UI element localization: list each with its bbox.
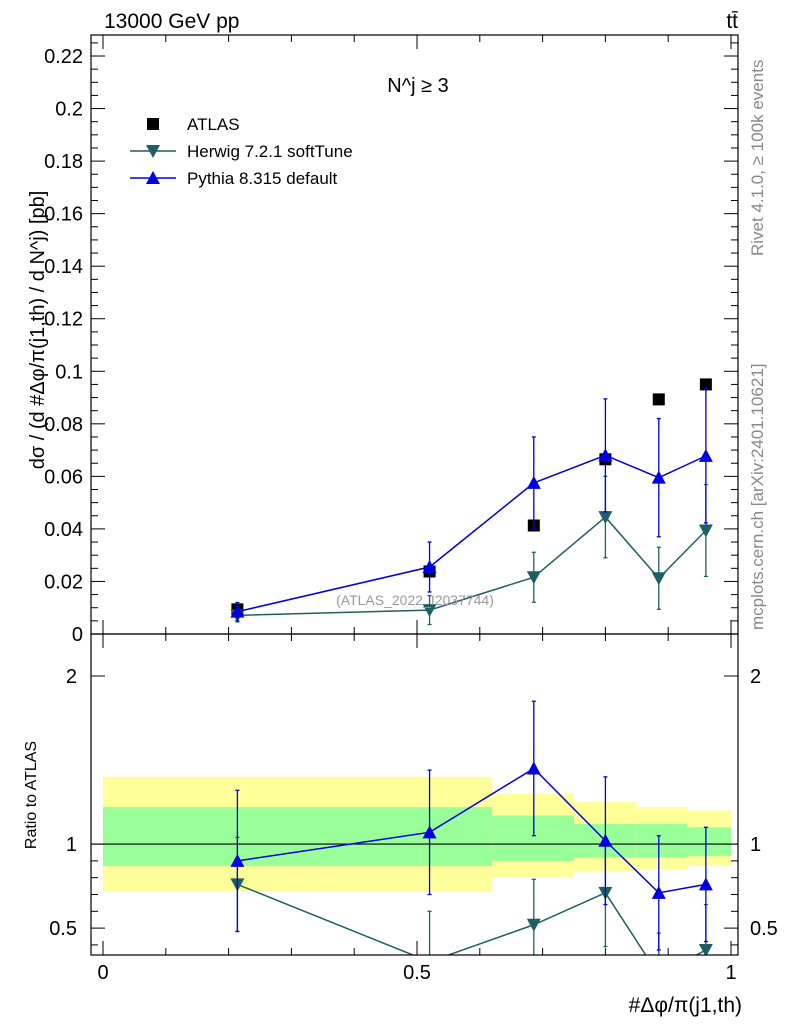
x-tick-label: 1 — [725, 962, 736, 984]
ratio-pythia-line — [237, 767, 707, 894]
ratio-herwig-point — [698, 943, 713, 955]
main-herwig-point — [651, 572, 666, 586]
beam-label: 13000 GeV pp — [104, 10, 239, 33]
ratio-ylabel: Ratio to ATLAS — [23, 741, 40, 849]
process-label: tt̄ — [726, 10, 738, 33]
ratio-ytick-label: 1 — [66, 834, 77, 856]
legend-label: Herwig 7.2.1 softTune — [187, 142, 353, 161]
main-ytick-label: 0.22 — [44, 46, 83, 68]
ratio-ytick-label-right: 2 — [750, 666, 761, 688]
ratio-ytick-label-right: 0.5 — [750, 918, 778, 940]
ratio-ytick-label: 0.5 — [49, 918, 77, 940]
main-pythia-point — [698, 448, 713, 462]
ratio-herwig-point — [526, 918, 541, 932]
main-pythia-point — [422, 560, 437, 574]
legend: ATLAS Herwig 7.2.1 softTune Pythia 8.315 d… — [130, 115, 353, 188]
main-herwig-point — [698, 524, 713, 538]
ratio-pythia-point — [526, 761, 541, 775]
main-plot-marks — [230, 378, 713, 626]
ratio-pythia-point — [698, 877, 713, 891]
main-pythia-point — [598, 448, 613, 462]
main-ytick-label: 0.08 — [44, 414, 83, 436]
ratio-pythia-point — [651, 885, 666, 899]
panel-title: N^j ≥ 3 — [387, 75, 448, 97]
legend-label: Pythia 8.315 default — [187, 169, 338, 188]
main-ytick-label: 0.2 — [55, 99, 83, 121]
main-ylabel: dσ / (d #Δφ/π(j1,th) / d N^j) [pb] — [27, 191, 49, 470]
ratio-plot-marks — [91, 700, 738, 982]
ratio-herwig-line — [237, 883, 707, 955]
main-atlas-point — [699, 378, 712, 391]
ratio-pythia-point — [230, 853, 245, 867]
main-pythia-point — [651, 470, 666, 484]
main-ytick-label: 0.14 — [44, 256, 83, 278]
main-ytick-label: 0.02 — [44, 571, 83, 593]
watermark: (ATLAS_2022_I2037744) — [336, 592, 494, 608]
ratio-frame — [90, 633, 739, 956]
x-axis-label: #Δφ/π(j1,th) — [629, 994, 742, 1017]
ratio-ytick-label-right: 1 — [750, 834, 761, 856]
main-pythia-line — [237, 454, 707, 613]
main-ytick-label: 0.16 — [44, 204, 83, 226]
x-tick-label: 0.5 — [403, 962, 431, 984]
ratio-pythia-point — [598, 833, 613, 847]
main-herwig-point — [526, 571, 541, 585]
legend-label: ATLAS — [187, 115, 240, 134]
main-atlas-point — [652, 393, 665, 406]
main-ytick-label: 0.1 — [55, 361, 83, 383]
main-herwig-point — [422, 604, 437, 618]
axis-ticks: 0 0.02 0.04 0.06 0.08 0.1 0.12 0.14 0.16 0.18 0.2 0… — [44, 35, 778, 984]
ratio-pythia-point — [422, 825, 437, 839]
x-tick-label: 0 — [97, 962, 108, 984]
ratio-ytick-label: 2 — [66, 666, 77, 688]
legend-marker — [146, 171, 160, 184]
rivet-label: Rivet 4.1.0, ≥ 100k events — [748, 59, 767, 256]
main-herwig-point — [598, 511, 613, 525]
main-ytick-label: 0.06 — [44, 466, 83, 488]
mcplots-label: mcplots.cern.ch [arXiv:2401.10621] — [748, 363, 767, 630]
band-inner — [687, 827, 731, 856]
ratio-herwig-point — [652, 969, 666, 982]
main-pythia-point — [230, 604, 245, 618]
main-ytick-label: 0.12 — [44, 309, 83, 331]
plot-frames — [90, 34, 739, 956]
band-inner — [636, 823, 688, 858]
main-ytick-label: 0.18 — [44, 151, 83, 173]
legend-marker — [146, 145, 160, 158]
main-herwig-line — [237, 516, 707, 617]
main-ytick-label: 0 — [72, 624, 83, 646]
legend-marker — [147, 118, 159, 130]
main-ytick-label: 0.04 — [44, 519, 83, 541]
main-pythia-point — [526, 475, 541, 489]
